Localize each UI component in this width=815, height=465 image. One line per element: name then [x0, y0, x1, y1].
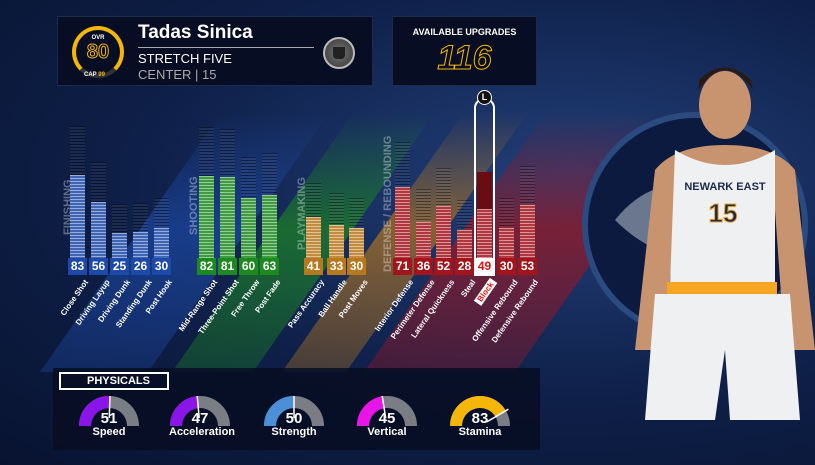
attribute-bar[interactable] — [457, 230, 472, 258]
gauge-acceleration: 47 Acceleration — [169, 396, 236, 438]
physicals-title: PHYSICALS — [59, 372, 169, 390]
attribute-value[interactable]: 28 — [455, 258, 474, 275]
attribute-bar[interactable] — [395, 187, 410, 258]
attribute-value[interactable]: 71 — [393, 258, 412, 275]
gauge-fill — [79, 396, 111, 427]
gauge-fill — [264, 396, 295, 427]
attribute-value[interactable]: 41 — [304, 258, 323, 275]
attribute-value[interactable]: 26 — [131, 258, 150, 275]
gauge-fill — [449, 396, 506, 427]
attribute-bar[interactable] — [262, 195, 277, 258]
cap-text: CAP — [84, 72, 97, 78]
gauge-value: 50 — [285, 410, 303, 427]
attribute-value[interactable]: 56 — [89, 258, 108, 275]
gauge-strength: 50 Strength — [263, 396, 325, 438]
gauge-value: 45 — [378, 410, 396, 427]
gauge-vertical: 45 Vertical — [356, 396, 418, 438]
attribute-bar[interactable] — [112, 233, 127, 258]
attribute-value[interactable]: 49 — [475, 258, 494, 275]
attribute-bar[interactable] — [220, 177, 235, 258]
player-header: OVR 80 CAP 99 Tadas Sinica STRETCH FIVE … — [57, 16, 373, 86]
lock-icon: L — [477, 90, 492, 105]
attribute-value[interactable]: 30 — [497, 258, 516, 275]
attribute-bar[interactable] — [306, 217, 321, 258]
upgrades-value: 116 — [437, 39, 492, 78]
attribute-bar[interactable] — [199, 176, 214, 258]
selected-attribute-highlight — [474, 98, 495, 276]
divider — [138, 47, 314, 48]
gauge-needle — [108, 396, 111, 419]
gauge-value: 83 — [471, 410, 489, 427]
cap-label: CAP 99 — [84, 72, 105, 78]
attribute-bar[interactable] — [499, 228, 514, 258]
attribute-value[interactable]: 33 — [327, 258, 346, 275]
attribute-value[interactable]: 83 — [68, 258, 87, 275]
overall-gauge: OVR 80 — [72, 26, 124, 78]
attribute-bar[interactable] — [416, 222, 431, 258]
cap-value: 99 — [98, 72, 105, 78]
attribute-value[interactable]: 82 — [197, 258, 216, 275]
attribute-bar[interactable] — [91, 202, 106, 258]
ovr-value: 80 — [86, 41, 110, 64]
group-title: DEFENSE / REBOUNDING — [382, 135, 394, 272]
attribute-bar[interactable] — [154, 228, 169, 258]
jersey-team: NEWARK EAST — [684, 181, 766, 193]
gauge-value: 47 — [191, 410, 209, 427]
upgrades-label: AVAILABLE UPGRADES — [412, 27, 517, 37]
gauge-fill — [357, 396, 385, 427]
available-upgrades: AVAILABLE UPGRADES 116 — [392, 16, 537, 86]
gauge-needle — [196, 396, 200, 419]
ovr-label: OVR — [91, 35, 105, 41]
gauge-label: Vertical — [367, 426, 407, 438]
attribute-value[interactable]: 25 — [110, 258, 129, 275]
attribute-value[interactable]: 52 — [434, 258, 453, 275]
player-model: NEWARK EAST 15 — [635, 67, 815, 420]
gauge-needle — [381, 396, 387, 419]
gauge-label: Stamina — [458, 426, 502, 438]
attribute-value[interactable]: 60 — [239, 258, 258, 275]
gauge-value: 51 — [100, 410, 118, 427]
attribute-bar[interactable] — [520, 205, 535, 258]
gauge-label: Acceleration — [169, 426, 236, 438]
gauge-needle — [486, 408, 509, 423]
gauge-label: Strength — [271, 426, 317, 438]
gauge-fill — [170, 396, 199, 427]
attribute-value[interactable]: 30 — [152, 258, 171, 275]
attribute-bar[interactable] — [241, 198, 256, 258]
attribute-value[interactable]: 30 — [347, 258, 366, 275]
gauge-speed: 51 Speed — [78, 396, 140, 438]
attribute-value[interactable]: 36 — [414, 258, 433, 275]
gauge-stamina: 83 Stamina — [449, 396, 511, 438]
gauge-label: Speed — [92, 426, 126, 438]
attribute-bar[interactable] — [477, 209, 492, 258]
physicals-panel: PHYSICALS 51 Speed 47 Acceleration 50 Strengt… — [53, 368, 540, 450]
attribute-bar[interactable] — [329, 225, 344, 258]
attribute-bar[interactable] — [133, 232, 148, 258]
attribute-bar[interactable] — [436, 206, 451, 258]
jersey-number: 15 — [709, 198, 738, 228]
attribute-bar[interactable] — [70, 175, 85, 258]
position-number: CENTER | 15 — [138, 67, 217, 82]
archetype: STRETCH FIVE — [138, 51, 232, 66]
attribute-bar[interactable] — [349, 228, 364, 258]
bucket-badge-icon[interactable] — [323, 37, 355, 69]
player-name: Tadas Sinica — [138, 22, 253, 43]
attribute-value[interactable]: 81 — [218, 258, 237, 275]
attribute-value[interactable]: 63 — [260, 258, 279, 275]
attribute-value[interactable]: 53 — [518, 258, 537, 275]
